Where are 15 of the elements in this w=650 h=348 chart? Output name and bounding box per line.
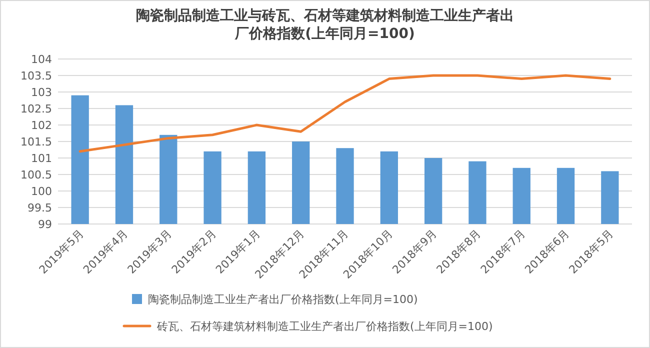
line-series	[78, 74, 612, 153]
legend-label: 陶瓷制品制造工业生产者出厂价格指数(上年同月=100)	[148, 293, 418, 306]
y-tick-label: 101	[31, 152, 52, 165]
y-tick-label: 102.5	[20, 102, 52, 116]
y-tick-label: 99	[38, 218, 52, 231]
y-tick-label: 101.5	[20, 136, 52, 148]
y-tick-label: 102	[31, 119, 52, 132]
y-tick-label: 103	[31, 86, 52, 99]
chart-title: 陶瓷制品制造工业与砖瓦、石材等建筑材料制造工业生产者出厂价格指数(上年同月=100)	[136, 7, 514, 42]
y-tick-label: 99.5	[28, 202, 52, 214]
y-tick-label: 100	[31, 185, 52, 198]
y-tick-label: 103.5	[20, 70, 52, 82]
y-tick-label: 100.5	[20, 168, 52, 182]
y-tick-label: 104	[31, 53, 52, 66]
legend-label: 砖瓦、石材等建筑材料制造工业生产者出厂价格指数(上年同月=100)	[156, 320, 493, 333]
